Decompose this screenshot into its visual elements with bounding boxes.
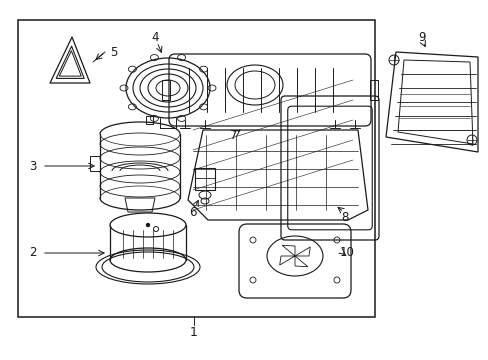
Text: 6: 6 xyxy=(189,206,196,219)
Text: 2: 2 xyxy=(29,247,37,260)
Text: 1: 1 xyxy=(190,325,198,338)
Text: 7: 7 xyxy=(230,129,237,141)
Text: 9: 9 xyxy=(417,31,425,44)
Text: 10: 10 xyxy=(339,246,354,258)
Bar xyxy=(195,168,215,190)
Bar xyxy=(18,20,374,317)
Text: 4: 4 xyxy=(151,31,159,44)
Text: 8: 8 xyxy=(341,211,348,224)
Circle shape xyxy=(146,224,149,226)
Text: 3: 3 xyxy=(29,159,37,172)
Text: 5: 5 xyxy=(110,45,117,59)
